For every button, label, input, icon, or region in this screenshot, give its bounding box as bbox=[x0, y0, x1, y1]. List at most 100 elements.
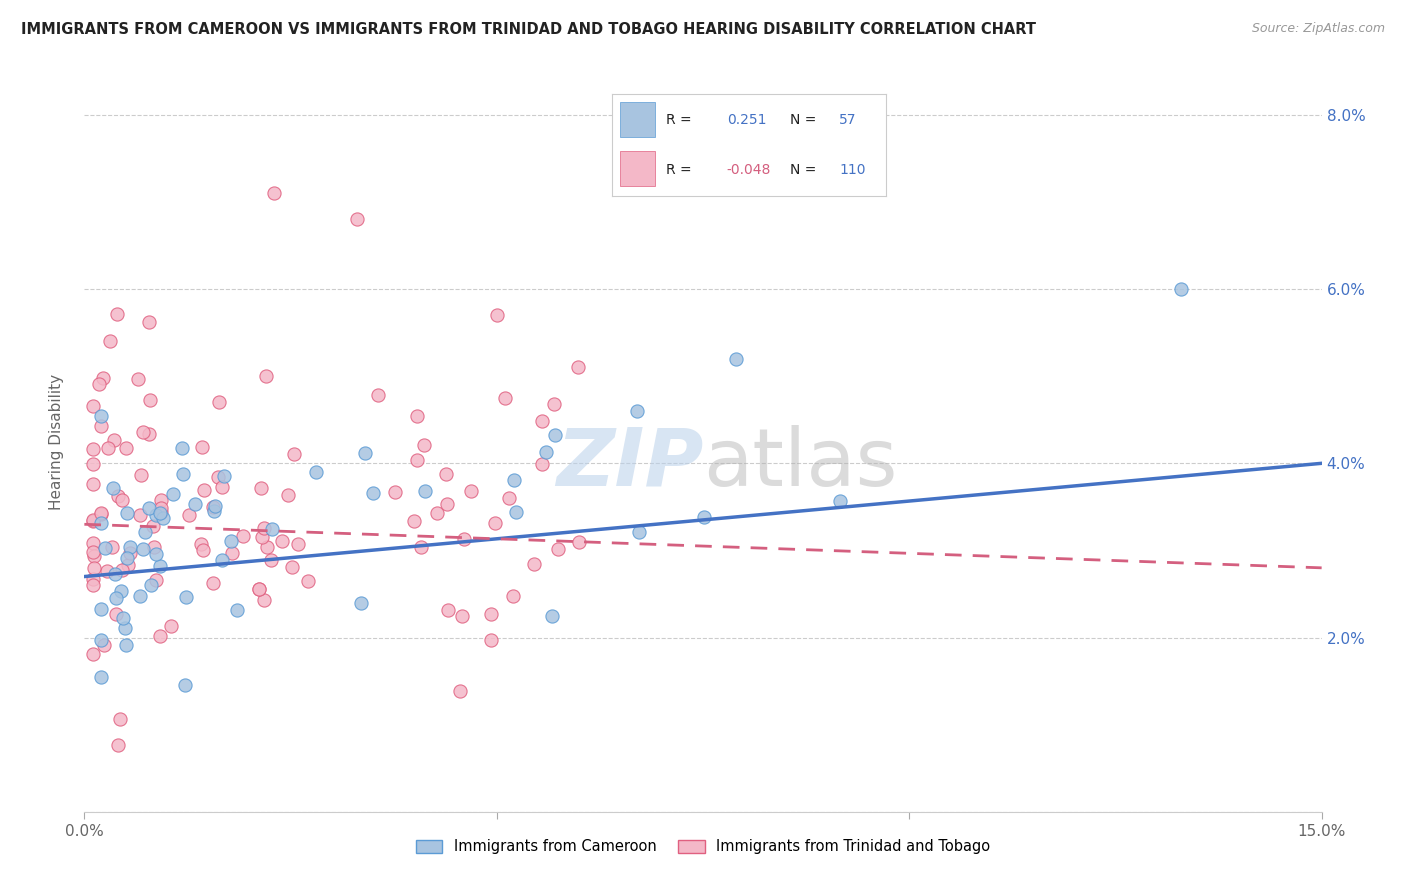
Point bbox=[142, 541, 165, 555]
Point bbox=[90, 506, 112, 520]
Point bbox=[263, 186, 285, 201]
Bar bbox=[620, 102, 655, 136]
Point bbox=[693, 509, 716, 524]
Legend: Immigrants from Cameroon, Immigrants from Trinidad and Tobago: Immigrants from Cameroon, Immigrants fro… bbox=[411, 833, 995, 860]
Point bbox=[114, 639, 136, 653]
Point bbox=[141, 518, 163, 533]
Point bbox=[118, 540, 141, 554]
Point bbox=[437, 603, 460, 617]
Point bbox=[170, 441, 193, 455]
Point bbox=[211, 480, 233, 494]
Point bbox=[172, 467, 194, 482]
Point bbox=[90, 632, 112, 647]
Point bbox=[436, 497, 458, 511]
Point bbox=[149, 559, 172, 574]
Point bbox=[101, 481, 124, 495]
Point bbox=[90, 602, 112, 616]
Point bbox=[90, 419, 112, 434]
Point bbox=[434, 467, 457, 481]
Point bbox=[138, 426, 160, 441]
Point bbox=[485, 308, 508, 322]
Y-axis label: Hearing Disability: Hearing Disability bbox=[49, 374, 63, 509]
Point bbox=[111, 563, 134, 577]
Point bbox=[118, 546, 141, 560]
Point bbox=[132, 541, 155, 556]
Point bbox=[502, 589, 524, 603]
Text: R =: R = bbox=[666, 113, 692, 128]
Point bbox=[82, 513, 104, 527]
Point bbox=[260, 553, 283, 567]
Point bbox=[103, 434, 125, 448]
Point bbox=[184, 498, 207, 512]
Point bbox=[115, 551, 138, 566]
Point bbox=[190, 537, 212, 551]
Text: N =: N = bbox=[790, 113, 817, 128]
Point bbox=[82, 515, 104, 529]
Point bbox=[367, 388, 389, 402]
Point bbox=[253, 521, 276, 535]
Point bbox=[724, 351, 747, 366]
Point bbox=[451, 609, 474, 624]
Point bbox=[191, 440, 214, 454]
Point bbox=[82, 545, 104, 559]
Point bbox=[353, 446, 375, 460]
Point bbox=[404, 514, 426, 528]
Point bbox=[127, 371, 149, 385]
Point bbox=[201, 576, 224, 591]
Point bbox=[104, 591, 127, 605]
Point bbox=[145, 547, 167, 561]
Point bbox=[505, 505, 527, 519]
Point bbox=[219, 533, 242, 548]
Text: 0.251: 0.251 bbox=[727, 113, 766, 128]
Point bbox=[384, 485, 406, 500]
Point bbox=[115, 506, 138, 520]
Text: 110: 110 bbox=[839, 162, 866, 177]
Point bbox=[139, 578, 162, 592]
Point bbox=[567, 360, 589, 375]
Point bbox=[115, 441, 138, 455]
Point bbox=[204, 499, 226, 513]
Point bbox=[498, 491, 520, 505]
Point bbox=[110, 584, 132, 599]
Point bbox=[350, 596, 373, 610]
Point bbox=[221, 546, 243, 560]
Point bbox=[247, 582, 270, 596]
Point bbox=[82, 536, 104, 550]
Point bbox=[174, 678, 197, 692]
Point bbox=[543, 428, 565, 442]
Point bbox=[531, 457, 554, 471]
Point bbox=[405, 409, 427, 423]
Point bbox=[145, 508, 167, 522]
Point bbox=[138, 315, 160, 329]
Point bbox=[90, 516, 112, 530]
Bar bbox=[620, 151, 655, 186]
Point bbox=[543, 397, 565, 411]
Point bbox=[541, 609, 564, 624]
Point bbox=[254, 369, 277, 384]
Point bbox=[830, 494, 852, 508]
Point bbox=[522, 557, 544, 571]
Point bbox=[193, 483, 215, 498]
Point bbox=[112, 610, 135, 624]
Point bbox=[82, 573, 104, 587]
Point bbox=[479, 607, 502, 622]
Point bbox=[129, 467, 152, 482]
Point bbox=[89, 376, 111, 391]
Point bbox=[114, 621, 136, 635]
Point bbox=[138, 392, 160, 407]
Point bbox=[162, 486, 184, 500]
Point bbox=[247, 582, 270, 597]
Point bbox=[460, 483, 482, 498]
Text: ZIP: ZIP bbox=[555, 425, 703, 503]
Point bbox=[211, 553, 233, 567]
Point bbox=[152, 511, 174, 525]
Point bbox=[145, 573, 167, 587]
Point bbox=[110, 712, 132, 726]
Point bbox=[91, 370, 114, 384]
Point bbox=[250, 530, 273, 544]
Point bbox=[90, 507, 112, 521]
Point bbox=[149, 630, 172, 644]
Point bbox=[413, 484, 436, 499]
Point bbox=[94, 541, 117, 555]
Text: -0.048: -0.048 bbox=[727, 162, 770, 177]
